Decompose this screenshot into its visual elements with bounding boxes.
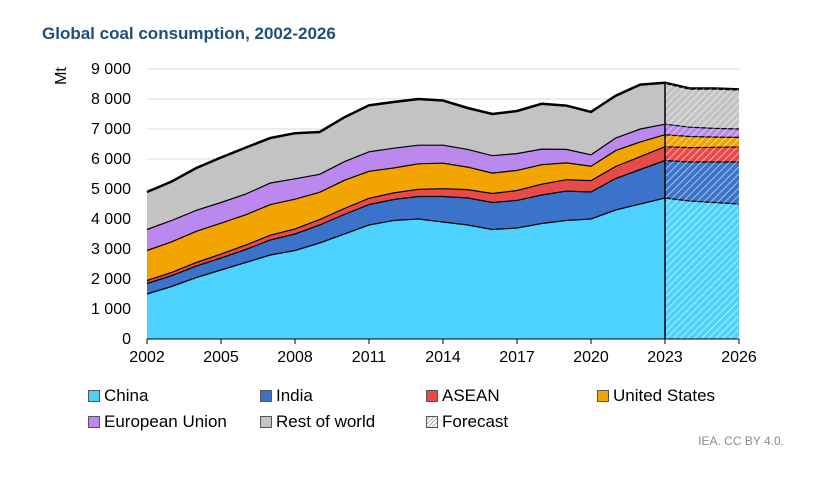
legend-asean: ASEAN [426,386,500,406]
legend-swatch-european-union [88,416,100,428]
legend-swatch-rest-of-world [260,416,272,428]
legend-label-forecast: Forecast [442,412,509,431]
y-axis-label: Mt [53,67,70,85]
legend-united-states: United States [597,386,715,406]
legend-swatch-asean [426,390,438,402]
legend-swatch-china [88,390,100,402]
x-tick-label: 2023 [647,349,683,366]
x-tick-label: 2017 [499,349,535,366]
y-tick-label: 5 000 [91,181,131,198]
area-china [147,198,739,339]
legend-label-united-states: United States [613,386,716,405]
area-india [147,160,739,294]
total-line [146,81,740,194]
boundary-line-china [146,197,740,295]
legend-forecast: Forecast [426,412,508,432]
y-tick-label: 6 000 [91,151,131,168]
legend-india: India [260,386,313,406]
legend-swatch-india [260,390,272,402]
y-tick-label: 8 000 [91,91,131,108]
x-tick-label: 2005 [203,349,239,366]
y-tick-label: 0 [122,331,131,348]
area-united-states [147,134,739,281]
legend-label-rest-of-world: Rest of world [276,412,376,431]
x-tick-label: 2026 [721,349,757,366]
x-tick-label: 2011 [352,349,387,366]
legend-label-india: India [276,386,313,405]
x-tick-label: 2014 [425,349,461,366]
legend-swatch-forecast [426,416,438,428]
forecast-overlay [664,82,739,340]
legend-label-european-union: European Union [104,412,227,431]
boundary-line-united-states [146,134,740,252]
legend-rest-of-world: Rest of world [260,412,375,432]
y-tick-label: 2 000 [91,271,131,288]
x-tick-label: 2002 [129,349,165,366]
boundary-line-european-union [146,123,740,231]
series-areas [146,81,740,339]
legend-swatch-united-states [597,390,609,402]
y-tick-label: 9 000 [91,61,131,78]
legend-european-union: European Union [88,412,227,432]
x-tick-label: 2008 [277,349,313,366]
axes: 0 1 000 2 000 3 000 4 000 5 000 6 000 7 000 8 00… [91,61,757,366]
legend-label-china: China [104,386,149,405]
boundary-line-asean [146,146,740,282]
legend-label-asean: ASEAN [442,386,500,405]
forecast-hatch [665,82,739,340]
x-tick-label: 2020 [573,349,609,366]
legend-china: China [88,386,148,406]
y-tick-label: 7 000 [91,121,131,138]
y-tick-label: 1 000 [91,301,131,318]
area-rest-of-world [147,82,739,230]
y-tick-label: 3 000 [91,241,131,258]
chart-title: Global coal consumption, 2002-2026 [42,24,336,43]
boundary-line-india [146,159,739,285]
y-tick-label: 4 000 [91,211,131,228]
area-european-union [147,124,739,251]
credit-text: IEA. CC BY 4.0. [698,434,784,448]
